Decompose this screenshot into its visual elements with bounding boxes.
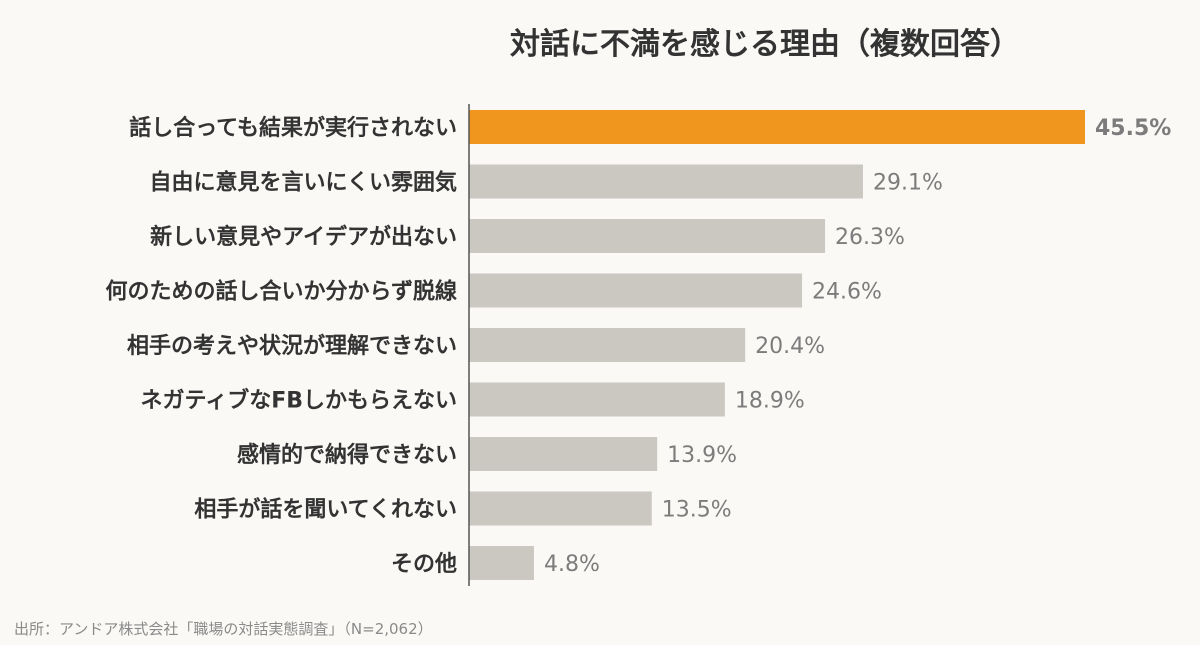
bar-4 [469,273,803,308]
source-note: 出所：アンドア株式会社「職場の対話実態調査」（N=2,062） [14,620,433,638]
value-label-1: 45.5% [1095,116,1171,141]
value-label-5: 20.4% [755,334,825,359]
bar-7 [469,437,658,471]
bar-5 [469,328,746,362]
category-label-4: 何のための話し合いか分からず脱線 [105,279,457,305]
value-label-9: 4.8% [544,552,600,577]
bar-2 [469,164,863,199]
value-label-4: 24.6% [812,280,882,305]
value-label-2: 29.1% [873,171,943,196]
category-label-7: 感情的で納得できない [237,442,457,468]
value-label-6: 18.9% [735,389,805,414]
category-label-1: 話し合っても結果が実行されない [129,115,457,141]
bar-6 [469,382,725,417]
bars-group: 話し合っても結果が実行されない 45.5% 自由に意見を言いにくい雰囲気 29.1% 新… [105,110,1171,580]
category-label-5: 相手の考えや状況が理解できない [127,333,457,359]
bar-9 [469,546,534,580]
bar-1 [469,110,1085,144]
chart-title: 対話に不満を感じる理由（複数回答） [510,27,1020,62]
category-label-8: 相手が話を聞いてくれない [194,497,457,523]
bar-3 [469,219,826,253]
category-label-2: 自由に意見を言いにくい雰囲気 [149,170,457,196]
value-label-7: 13.9% [667,443,737,468]
value-label-8: 13.5% [662,498,732,523]
category-label-9: その他 [391,552,457,577]
category-label-6: ネガティブなFBしかもらえない [141,388,457,414]
category-label-3: 新しい意見やアイデアが出ない [150,224,457,250]
bar-8 [469,491,652,526]
value-label-3: 26.3% [835,225,905,250]
